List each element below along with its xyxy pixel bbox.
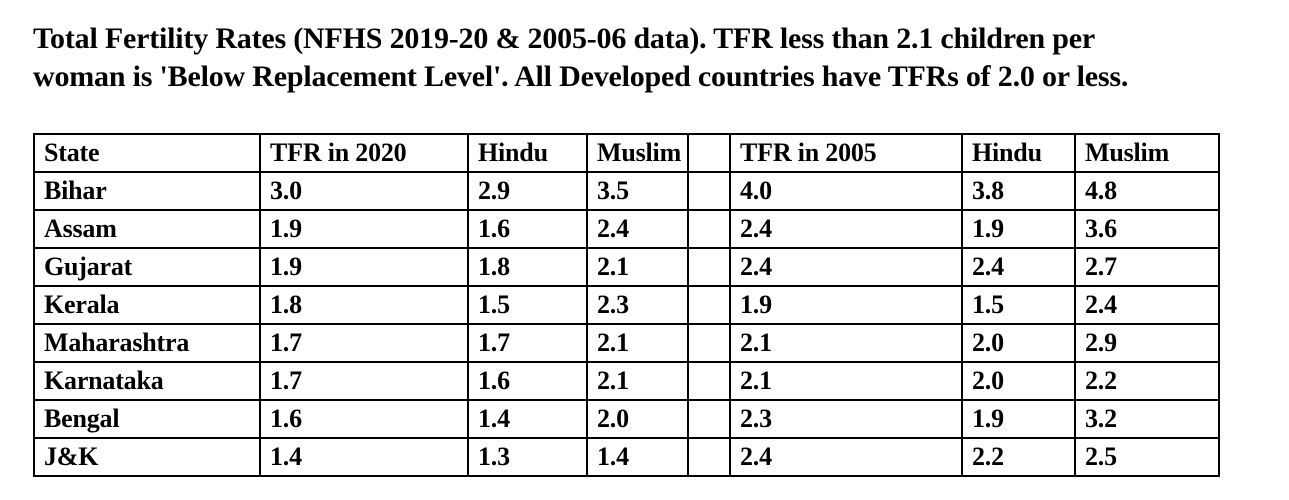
cell-tfr-2005: 2.4	[729, 437, 963, 477]
cell-tfr-2005: 1.9	[729, 285, 963, 325]
cell-muslim-2020: 2.1	[586, 361, 689, 401]
cell-spacer	[687, 437, 731, 477]
cell-hindu-2005: 1.9	[961, 399, 1076, 439]
table-row: Bihar 3.0 2.9 3.5 4.0 3.8 4.8	[33, 171, 1220, 211]
cell-tfr-2020: 1.4	[259, 437, 469, 477]
table-row: Bengal 1.6 1.4 2.0 2.3 1.9 3.2	[33, 399, 1220, 439]
cell-tfr-2020: 1.7	[259, 361, 469, 401]
cell-tfr-2020: 1.7	[259, 323, 469, 363]
cell-tfr-2020: 3.0	[259, 171, 469, 211]
page-title: Total Fertility Rates (NFHS 2019-20 & 20…	[33, 20, 1273, 96]
cell-hindu-2005: 3.8	[961, 171, 1076, 211]
cell-state: Assam	[33, 209, 261, 249]
column-header-hindu-2005: Hindu	[961, 133, 1076, 173]
cell-tfr-2005: 2.4	[729, 247, 963, 287]
column-header-muslim-2020: Muslim	[586, 133, 689, 173]
cell-hindu-2020: 1.8	[467, 247, 588, 287]
cell-state: Gujarat	[33, 247, 261, 287]
cell-muslim-2020: 2.1	[586, 323, 689, 363]
cell-tfr-2005: 2.1	[729, 361, 963, 401]
cell-muslim-2020: 2.1	[586, 247, 689, 287]
cell-muslim-2020: 2.3	[586, 285, 689, 325]
cell-hindu-2020: 1.6	[467, 209, 588, 249]
cell-tfr-2020: 1.8	[259, 285, 469, 325]
cell-muslim-2005: 3.2	[1074, 399, 1220, 439]
cell-muslim-2020: 2.0	[586, 399, 689, 439]
cell-state: J&K	[33, 437, 261, 477]
column-header-hindu-2020: Hindu	[467, 133, 588, 173]
cell-state: Bihar	[33, 171, 261, 211]
cell-state: Kerala	[33, 285, 261, 325]
table-row: Assam 1.9 1.6 2.4 2.4 1.9 3.6	[33, 209, 1220, 249]
cell-spacer	[687, 209, 731, 249]
table-header-row: State TFR in 2020 Hindu Muslim TFR in 20…	[33, 133, 1220, 173]
cell-hindu-2005: 1.5	[961, 285, 1076, 325]
table-row: J&K 1.4 1.3 1.4 2.4 2.2 2.5	[33, 437, 1220, 477]
table-row: Karnataka 1.7 1.6 2.1 2.1 2.0 2.2	[33, 361, 1220, 401]
cell-muslim-2020: 1.4	[586, 437, 689, 477]
cell-spacer	[687, 399, 731, 439]
cell-tfr-2005: 2.3	[729, 399, 963, 439]
cell-hindu-2020: 1.3	[467, 437, 588, 477]
column-header-state: State	[33, 133, 261, 173]
cell-muslim-2005: 2.4	[1074, 285, 1220, 325]
cell-state: Bengal	[33, 399, 261, 439]
cell-hindu-2020: 1.7	[467, 323, 588, 363]
cell-tfr-2005: 2.4	[729, 209, 963, 249]
cell-spacer	[687, 171, 731, 211]
column-header-tfr-2020: TFR in 2020	[259, 133, 469, 173]
cell-hindu-2020: 1.6	[467, 361, 588, 401]
cell-muslim-2020: 3.5	[586, 171, 689, 211]
cell-tfr-2020: 1.9	[259, 247, 469, 287]
cell-hindu-2020: 1.5	[467, 285, 588, 325]
cell-hindu-2005: 1.9	[961, 209, 1076, 249]
cell-hindu-2005: 2.4	[961, 247, 1076, 287]
cell-tfr-2020: 1.6	[259, 399, 469, 439]
cell-muslim-2005: 2.7	[1074, 247, 1220, 287]
page-title-line-2: woman is 'Below Replacement Level'. All …	[33, 60, 1129, 93]
cell-hindu-2020: 1.4	[467, 399, 588, 439]
table-row: Maharashtra 1.7 1.7 2.1 2.1 2.0 2.9	[33, 323, 1220, 363]
cell-muslim-2020: 2.4	[586, 209, 689, 249]
cell-tfr-2005: 2.1	[729, 323, 963, 363]
cell-tfr-2020: 1.9	[259, 209, 469, 249]
cell-spacer	[687, 247, 731, 287]
tfr-table: State TFR in 2020 Hindu Muslim TFR in 20…	[33, 133, 1220, 477]
table-row: Kerala 1.8 1.5 2.3 1.9 1.5 2.4	[33, 285, 1220, 325]
cell-spacer	[687, 323, 731, 363]
cell-spacer	[687, 285, 731, 325]
column-header-tfr-2005: TFR in 2005	[729, 133, 963, 173]
cell-muslim-2005: 2.9	[1074, 323, 1220, 363]
cell-state: Karnataka	[33, 361, 261, 401]
cell-hindu-2005: 2.0	[961, 323, 1076, 363]
cell-muslim-2005: 3.6	[1074, 209, 1220, 249]
cell-muslim-2005: 2.5	[1074, 437, 1220, 477]
cell-muslim-2005: 2.2	[1074, 361, 1220, 401]
cell-muslim-2005: 4.8	[1074, 171, 1220, 211]
cell-tfr-2005: 4.0	[729, 171, 963, 211]
column-header-muslim-2005: Muslim	[1074, 133, 1220, 173]
cell-spacer	[687, 361, 731, 401]
table-row: Gujarat 1.9 1.8 2.1 2.4 2.4 2.7	[33, 247, 1220, 287]
cell-hindu-2005: 2.2	[961, 437, 1076, 477]
cell-hindu-2005: 2.0	[961, 361, 1076, 401]
cell-state: Maharashtra	[33, 323, 261, 363]
page-title-line-1: Total Fertility Rates (NFHS 2019-20 & 20…	[33, 22, 1095, 55]
cell-hindu-2020: 2.9	[467, 171, 588, 211]
column-header-spacer	[687, 133, 731, 173]
